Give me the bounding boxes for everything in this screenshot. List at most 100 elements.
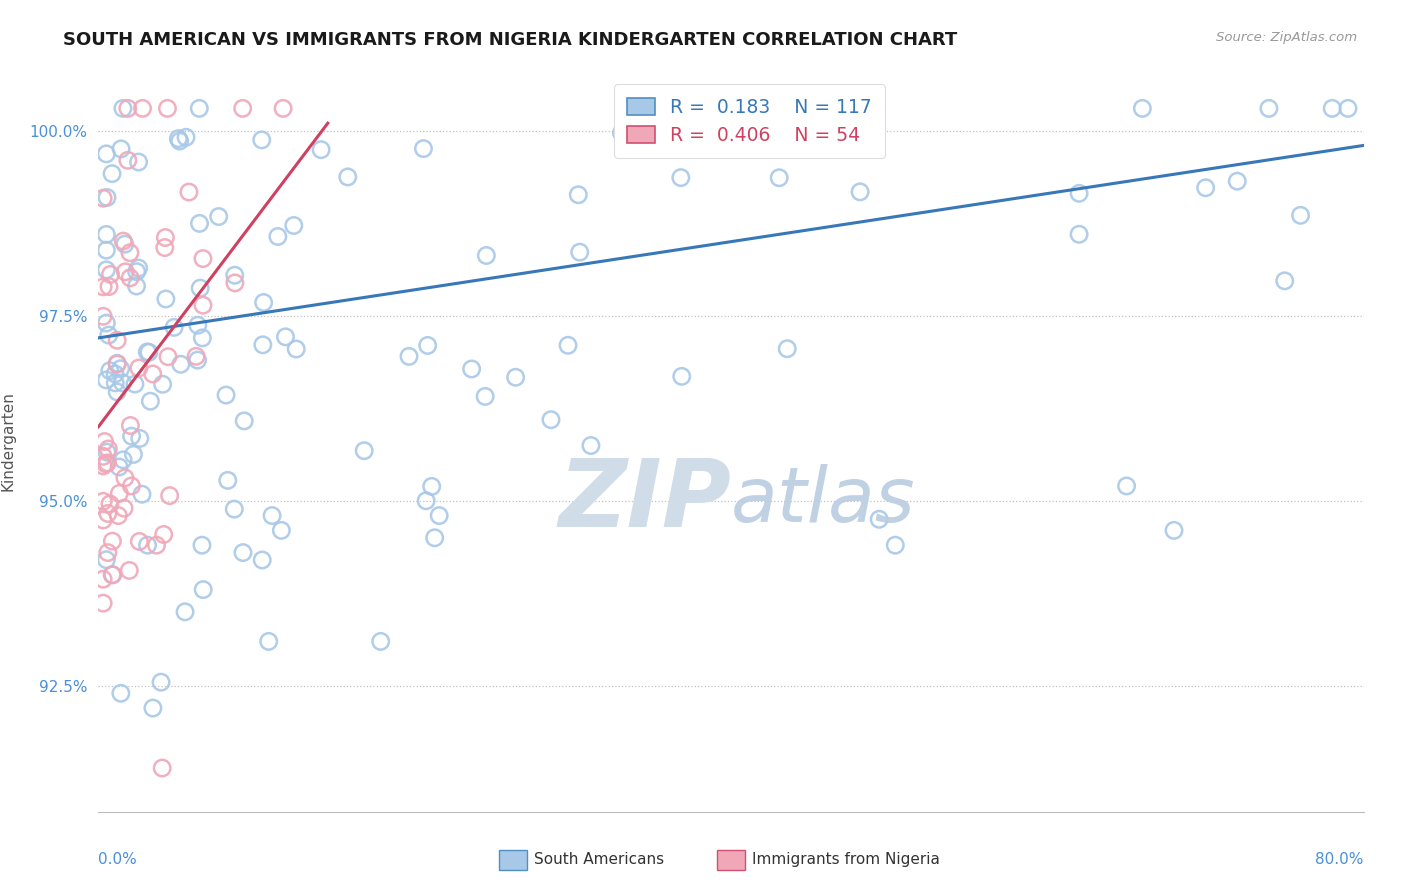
Point bbox=[91, 191, 114, 205]
Point bbox=[730, 102, 752, 116]
Point bbox=[309, 143, 332, 157]
Point bbox=[169, 134, 191, 148]
Point bbox=[174, 130, 197, 145]
Point bbox=[104, 376, 127, 390]
Text: Immigrants from Nigeria: Immigrants from Nigeria bbox=[752, 853, 941, 867]
Point bbox=[100, 268, 122, 282]
Point bbox=[191, 298, 214, 312]
Point bbox=[252, 553, 274, 567]
Point bbox=[415, 493, 437, 508]
Point bbox=[91, 450, 114, 464]
Point bbox=[107, 508, 129, 523]
Point bbox=[285, 342, 308, 356]
Point bbox=[1194, 180, 1216, 194]
Point bbox=[744, 133, 766, 147]
Point bbox=[283, 219, 305, 233]
Point bbox=[114, 237, 136, 252]
Point bbox=[110, 686, 132, 700]
Point bbox=[142, 701, 165, 715]
Point bbox=[110, 142, 132, 156]
Point bbox=[91, 310, 114, 324]
Point bbox=[118, 563, 141, 577]
Point bbox=[98, 497, 121, 511]
Text: 80.0%: 80.0% bbox=[1316, 852, 1364, 867]
Point bbox=[187, 353, 209, 368]
Point bbox=[423, 531, 446, 545]
Point bbox=[191, 252, 214, 266]
Point bbox=[250, 133, 273, 147]
Point bbox=[505, 370, 527, 384]
Point bbox=[111, 102, 134, 116]
Point bbox=[208, 210, 231, 224]
Point bbox=[112, 452, 135, 467]
Point bbox=[232, 102, 254, 116]
Point bbox=[112, 234, 135, 248]
Point bbox=[427, 508, 450, 523]
Point bbox=[120, 479, 142, 493]
Point bbox=[117, 153, 139, 168]
Point bbox=[105, 333, 128, 347]
Point bbox=[91, 596, 114, 610]
Point bbox=[155, 292, 177, 306]
Point bbox=[142, 367, 165, 381]
Point bbox=[121, 429, 143, 443]
Point bbox=[150, 675, 173, 690]
Point bbox=[163, 320, 186, 334]
Point bbox=[167, 131, 190, 145]
Point bbox=[557, 338, 579, 352]
Point bbox=[398, 350, 420, 364]
Point bbox=[159, 489, 181, 503]
Point bbox=[567, 187, 589, 202]
Point bbox=[170, 357, 193, 371]
Point bbox=[96, 227, 118, 242]
Point bbox=[96, 243, 118, 257]
Point bbox=[122, 447, 145, 461]
Point bbox=[128, 534, 150, 549]
Point bbox=[579, 438, 602, 452]
Point bbox=[155, 230, 177, 244]
Point bbox=[884, 538, 907, 552]
Point bbox=[540, 413, 562, 427]
Point bbox=[659, 131, 682, 145]
Point bbox=[224, 502, 246, 516]
Point bbox=[1067, 186, 1090, 201]
Point bbox=[768, 170, 790, 185]
Point bbox=[131, 487, 153, 501]
Point bbox=[96, 445, 118, 459]
Point bbox=[776, 342, 799, 356]
Point bbox=[91, 458, 114, 473]
Point bbox=[96, 146, 118, 161]
Point bbox=[94, 457, 117, 471]
Point bbox=[416, 338, 439, 352]
Point bbox=[153, 241, 176, 255]
Point bbox=[1163, 524, 1185, 538]
Point bbox=[117, 102, 139, 116]
Point bbox=[193, 582, 215, 597]
Point bbox=[420, 479, 443, 493]
Point bbox=[568, 245, 591, 260]
Point bbox=[177, 185, 200, 199]
Point bbox=[104, 367, 127, 381]
Point bbox=[262, 508, 284, 523]
Point bbox=[232, 546, 254, 560]
Point bbox=[224, 268, 246, 283]
Point bbox=[97, 328, 120, 343]
Point bbox=[253, 295, 276, 310]
Point bbox=[97, 507, 120, 521]
Point bbox=[1337, 102, 1360, 116]
Point bbox=[252, 338, 274, 352]
Text: South Americans: South Americans bbox=[534, 853, 665, 867]
Point bbox=[114, 471, 136, 485]
Point bbox=[270, 524, 292, 538]
Text: 0.0%: 0.0% bbox=[98, 852, 138, 867]
Point bbox=[1322, 102, 1344, 116]
Point bbox=[150, 761, 173, 775]
Point bbox=[101, 167, 124, 181]
Point bbox=[98, 364, 121, 378]
Point bbox=[111, 376, 134, 390]
Point bbox=[145, 538, 167, 552]
Point bbox=[97, 442, 120, 456]
Point bbox=[1067, 227, 1090, 242]
Point bbox=[271, 102, 294, 116]
Point bbox=[460, 362, 482, 376]
